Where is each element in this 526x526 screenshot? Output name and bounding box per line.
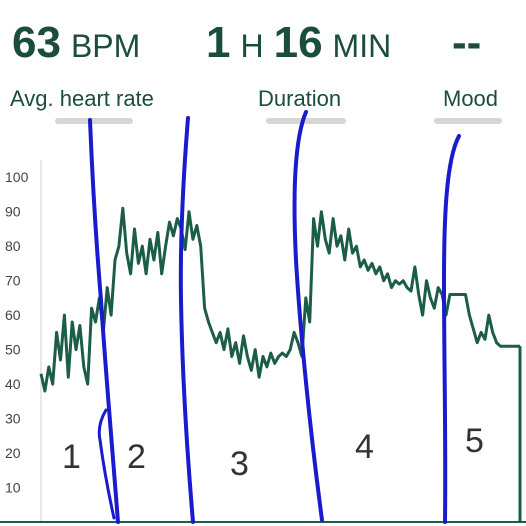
y-tick-label: 20	[5, 445, 21, 461]
hand-drawn-annotations: 1 2 3 4 5	[62, 110, 484, 524]
y-tick-label: 80	[5, 238, 21, 254]
series-layer	[39, 206, 522, 522]
duration-stat[interactable]: 1 H 16 MIN	[206, 18, 391, 68]
heart-rate-unit: BPM	[70, 28, 141, 64]
annotation-divider-1	[88, 118, 120, 524]
duration-hours: 1	[206, 18, 231, 67]
y-tick-label: 70	[5, 273, 21, 289]
annotation-divider-4	[441, 134, 461, 524]
duration-minutes: 16	[273, 18, 323, 67]
annotation-divider-2	[178, 116, 195, 524]
y-tick-label: 30	[5, 411, 21, 427]
annotation-divider-3	[292, 110, 324, 522]
segment-number-1: 1	[62, 438, 81, 476]
segment-number-3: 3	[230, 445, 249, 483]
duration-hours-unit: H	[240, 28, 264, 64]
heart-rate-tab-indicator	[55, 118, 133, 124]
mood-tab-indicator	[434, 118, 502, 124]
annotation-hook	[97, 408, 116, 520]
y-tick-label: 100	[5, 169, 29, 185]
heart-rate-series-line	[39, 206, 520, 393]
segment-number-2: 2	[127, 438, 146, 476]
duration-minutes-unit: MIN	[332, 28, 392, 64]
mood-value: --	[452, 18, 482, 67]
heart-rate-value: 63	[12, 18, 61, 67]
segment-number-5: 5	[465, 422, 484, 460]
y-tick-label: 90	[5, 204, 21, 220]
y-tick-label: 50	[5, 342, 21, 358]
duration-tab-indicator	[266, 118, 346, 124]
duration-label: Duration	[258, 86, 342, 111]
heart-rate-stat[interactable]: 63 BPM	[12, 18, 140, 68]
mood-stat[interactable]: --	[452, 18, 481, 68]
mood-label: Mood	[443, 86, 499, 111]
y-tick-label: 10	[5, 480, 21, 496]
summary-stats: 63 BPM 1 H 16 MIN -- Avg. heart rate Duratio…	[0, 0, 526, 130]
y-axis-ticks: 10 20 30 40 50 60 70 80 90 100	[5, 169, 29, 495]
segment-number-4: 4	[355, 428, 374, 466]
y-tick-label: 40	[5, 376, 21, 392]
heart-rate-label: Avg. heart rate	[10, 86, 154, 111]
y-tick-label: 60	[5, 307, 21, 323]
